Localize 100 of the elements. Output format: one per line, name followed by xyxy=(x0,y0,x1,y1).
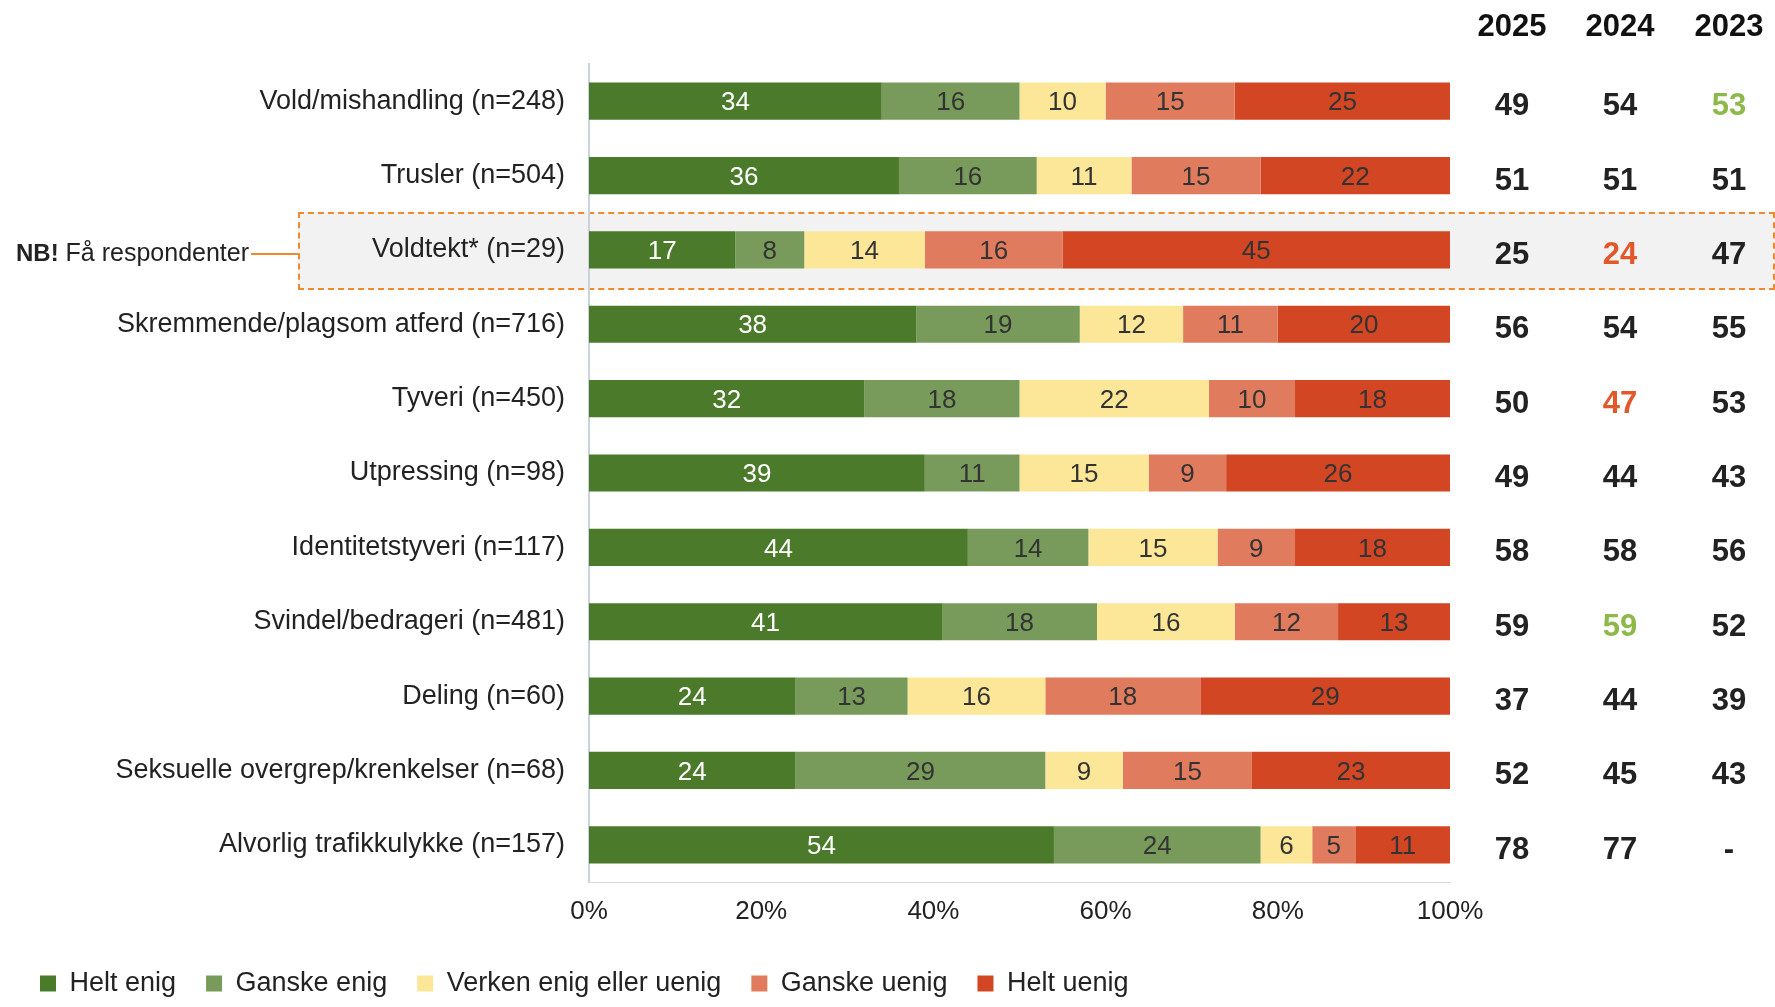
bar xyxy=(1045,751,1123,790)
bar xyxy=(1226,454,1450,492)
data-label: 14 xyxy=(1013,532,1043,563)
data-label: 24 xyxy=(1602,235,1638,272)
data-label: 15 xyxy=(1155,86,1185,117)
data-label: 24 xyxy=(1142,829,1172,860)
data-label: 20 xyxy=(1349,309,1379,340)
band-label: NB! Få respondenter xyxy=(16,237,250,266)
legend-label: Ganske uenig xyxy=(780,966,948,997)
y-tick-label: Vold/mishandling (n=248) xyxy=(259,84,565,115)
data-label: 16 xyxy=(979,235,1009,266)
data-label: 58 xyxy=(1602,533,1638,570)
data-label: 22 xyxy=(1099,383,1129,414)
data-label: 36 xyxy=(729,160,759,191)
bar xyxy=(881,82,1020,120)
y-tick-label: Deling (n=60) xyxy=(402,679,565,710)
data-label: 51 xyxy=(1711,161,1747,198)
data-label: 51 xyxy=(1602,161,1638,198)
data-label: 38 xyxy=(738,309,768,340)
data-label: 43 xyxy=(1711,459,1747,495)
bar xyxy=(1338,603,1450,641)
data-label: 10 xyxy=(1237,383,1267,414)
bar xyxy=(795,677,908,715)
data-label: 25 xyxy=(1327,86,1357,117)
data-label: 11 xyxy=(958,458,986,489)
data-label: 16 xyxy=(953,160,983,191)
bar xyxy=(1260,156,1450,195)
data-label: 59 xyxy=(1494,607,1530,644)
data-label: 8 xyxy=(762,235,778,266)
data-label: 24 xyxy=(677,755,707,786)
data-label: 54 xyxy=(807,829,836,860)
data-label: 18 xyxy=(1358,383,1387,414)
data-label: 19 xyxy=(983,309,1013,340)
bar xyxy=(907,677,1046,715)
bar xyxy=(1053,826,1261,864)
y-tick-label: Svindel/bedrageri (n=481) xyxy=(253,605,565,636)
data-label: 22 xyxy=(1340,160,1370,191)
bar xyxy=(1079,305,1184,343)
data-label: 49 xyxy=(1494,87,1530,124)
data-label: 12 xyxy=(1271,606,1301,637)
legend-label: Ganske enig xyxy=(235,966,388,997)
data-label: 5 xyxy=(1326,829,1341,860)
bar xyxy=(589,528,968,566)
data-label: 18 xyxy=(1358,532,1387,563)
bar xyxy=(589,156,899,195)
bar xyxy=(1088,528,1218,566)
bar xyxy=(1234,82,1450,120)
bar xyxy=(1277,305,1450,343)
data-label: 15 xyxy=(1181,160,1211,191)
data-label: 9 xyxy=(1076,755,1092,786)
bar xyxy=(1234,603,1339,641)
category-label: 2024 xyxy=(1585,8,1655,44)
legend-label: Helt enig xyxy=(69,966,177,997)
data-label: 34 xyxy=(720,86,750,117)
x-tick-label: 60% xyxy=(1079,894,1132,925)
x-tick-label: 80% xyxy=(1251,894,1304,925)
data-label: 10 xyxy=(1048,86,1078,117)
data-label: 9 xyxy=(1180,458,1195,489)
bar xyxy=(589,603,943,641)
data-label: 11 xyxy=(1070,160,1098,191)
data-label: 13 xyxy=(837,681,867,712)
bar xyxy=(1122,751,1252,790)
bar xyxy=(1312,826,1356,864)
bar xyxy=(1062,231,1450,269)
data-label: 23 xyxy=(1336,755,1366,786)
data-label: 44 xyxy=(763,532,793,563)
bar xyxy=(942,603,1097,641)
bar xyxy=(1295,380,1450,418)
bar xyxy=(589,826,1054,864)
y-tick-label: Trusler (n=504) xyxy=(380,159,565,189)
x-tick-label: 100% xyxy=(1416,894,1484,925)
data-label: 52 xyxy=(1494,756,1530,793)
category-label: 2023 xyxy=(1694,8,1764,44)
y-tick-label: Voldtekt* (n=29) xyxy=(372,233,565,264)
bar xyxy=(1096,603,1235,641)
data-label: 58 xyxy=(1494,533,1530,570)
bar xyxy=(795,751,1046,790)
x-tick-label: 40% xyxy=(907,894,960,925)
data-label: 55 xyxy=(1711,310,1747,347)
data-label: 45 xyxy=(1241,235,1271,266)
data-label: 43 xyxy=(1711,756,1747,793)
y-tick-label: Tyveri (n=450) xyxy=(391,382,565,413)
data-label: 59 xyxy=(1602,607,1638,644)
data-label: 17 xyxy=(647,235,677,266)
data-label: 18 xyxy=(1005,606,1034,637)
bar xyxy=(1260,826,1313,864)
bar xyxy=(1019,454,1149,492)
y-tick-label: Skremmende/plagsom atferd (n=716) xyxy=(117,307,565,338)
bar xyxy=(589,380,865,418)
bar xyxy=(804,231,925,269)
bar xyxy=(1200,677,1450,715)
data-label: 47 xyxy=(1602,384,1638,421)
data-label: 39 xyxy=(742,458,772,489)
data-label: 37 xyxy=(1494,682,1530,719)
data-label: 50 xyxy=(1494,384,1530,421)
bar xyxy=(1019,82,1106,120)
data-label: 16 xyxy=(961,681,991,712)
bar xyxy=(924,231,1063,269)
data-label: 24 xyxy=(677,681,707,712)
data-label: 44 xyxy=(1602,459,1638,495)
